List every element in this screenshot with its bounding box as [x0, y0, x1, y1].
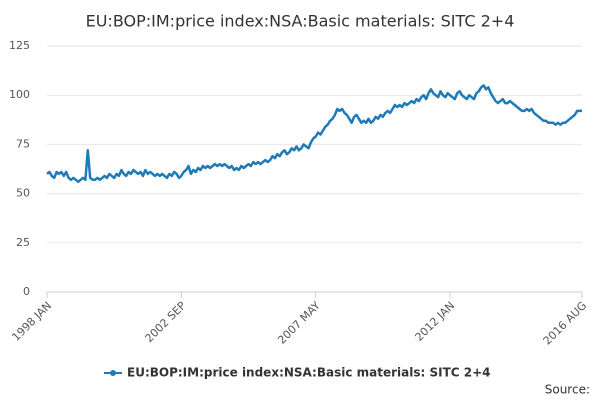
source: Source: — [545, 383, 590, 397]
y-tick-label: 25 — [16, 236, 30, 249]
x-tick-label: 2002 SEP — [143, 299, 189, 345]
y-tick-label: 125 — [9, 39, 30, 52]
chart-title: EU:BOP:IM:price index:NSA:Basic material… — [86, 12, 515, 31]
x-tick-label: 2016 AUG — [541, 299, 590, 348]
line — [46, 84, 582, 184]
x-tick-label: 2012 JAN — [413, 299, 458, 344]
x-tick-label: 2007 MAY — [275, 299, 323, 347]
y-tick-label: 75 — [16, 137, 30, 150]
legend-label: EU:BOP:IM:price index:NSA:Basic material… — [127, 366, 491, 380]
y-tick-label: 0 — [23, 285, 30, 298]
y-tick-label: 100 — [9, 88, 30, 101]
legend-marker — [110, 370, 116, 376]
y-tick-label: 50 — [16, 187, 30, 200]
x-tick-label: 1998 JAN — [9, 299, 54, 344]
